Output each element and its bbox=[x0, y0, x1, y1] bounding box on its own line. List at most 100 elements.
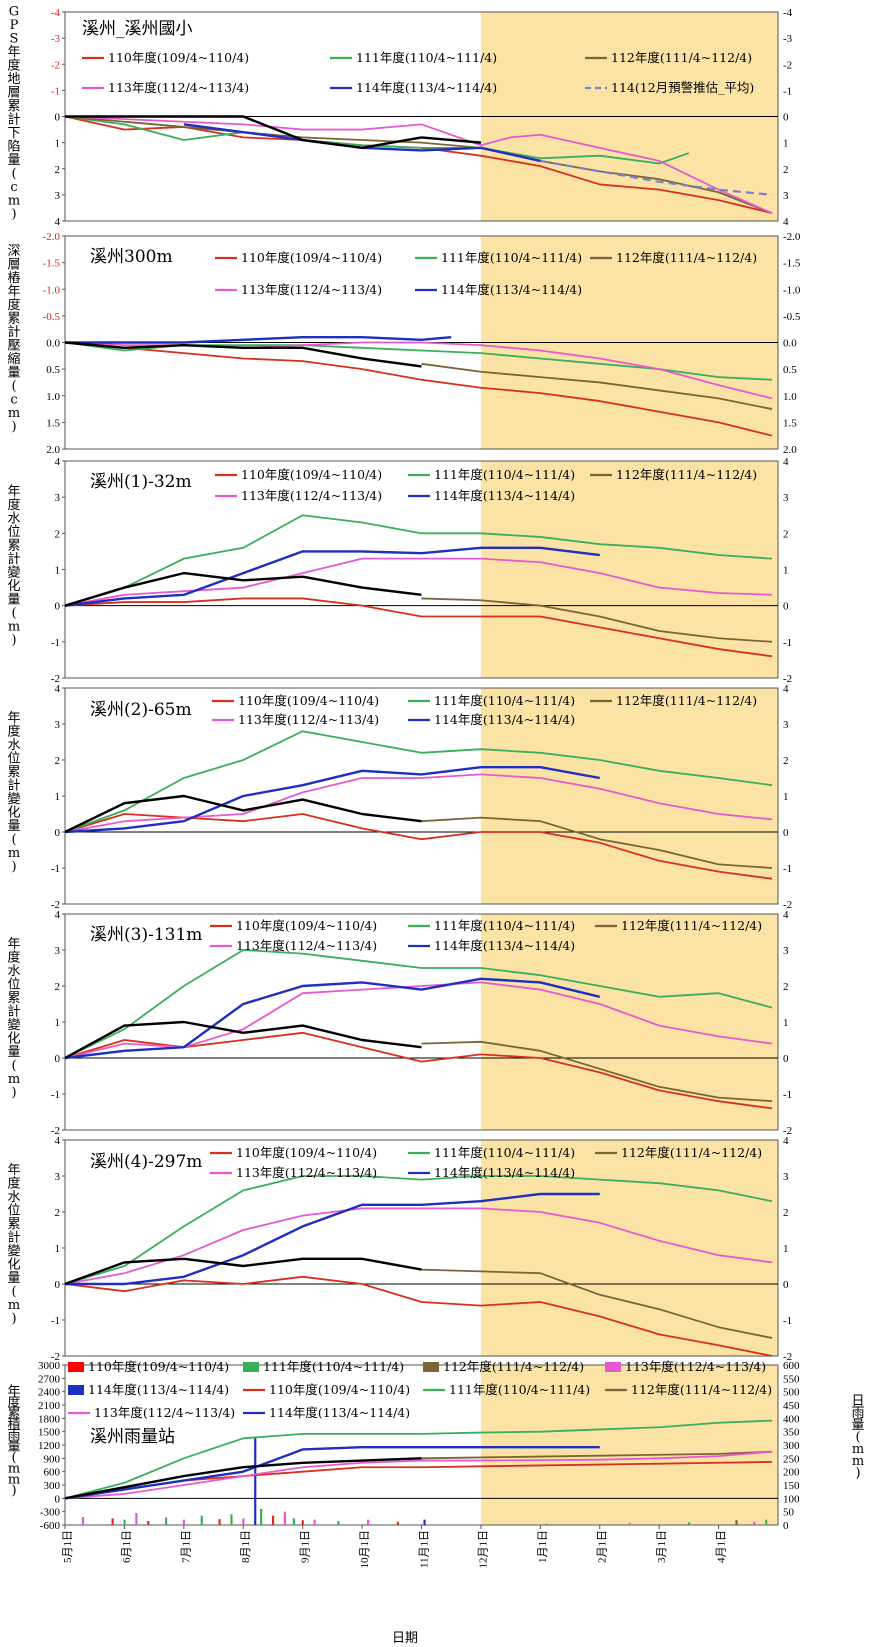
y-tick-label-right: -1 bbox=[783, 1089, 792, 1101]
y-tick-label: 1.0 bbox=[46, 391, 60, 403]
daily-rain-bar bbox=[545, 1523, 548, 1525]
legend-label: 110年度(109/4~110/4) bbox=[238, 693, 379, 708]
y-tick-label-right: 2 bbox=[783, 528, 789, 540]
y-tick-label-right: 3 bbox=[783, 1171, 789, 1183]
x-tick-label: 6月1日 bbox=[121, 1530, 133, 1563]
y-tick-label: 2100 bbox=[38, 1400, 61, 1412]
series-line-112 bbox=[421, 362, 773, 410]
daily-rain-bar bbox=[81, 1517, 85, 1525]
y-tick-label-right: 1 bbox=[783, 1017, 789, 1029]
daily-rain-bar bbox=[313, 1519, 316, 1525]
panel-5: 4 3 2 1 0 -1 -2 4 3 2 1 0 -1 -2 溪州(3)-131m 年度水位累計變化量(m)… bbox=[7, 909, 792, 1137]
y-axis-label: 年度水位累計變化量(m) bbox=[7, 937, 20, 1101]
cumulative-line-113 bbox=[64, 1450, 773, 1500]
series-line-113 bbox=[64, 1207, 773, 1285]
daily-rain-bar bbox=[254, 1437, 257, 1525]
legend-label: 111年度(110/4~111/4) bbox=[356, 50, 497, 65]
daily-rain-bar bbox=[283, 1511, 287, 1525]
daily-rain-bar bbox=[367, 1519, 370, 1525]
y-tick-label-right: 2 bbox=[783, 1207, 789, 1219]
y-tick-label-right: 4 bbox=[783, 456, 789, 468]
y-tick-label-right: 300 bbox=[783, 1440, 800, 1452]
y-tick-label: 2700 bbox=[38, 1373, 61, 1385]
forecast-band bbox=[480, 461, 778, 678]
series-line-aux bbox=[65, 115, 482, 150]
y-tick-label-right: -1 bbox=[783, 1315, 792, 1327]
y-tick-label-right: 1 bbox=[783, 791, 789, 803]
y-tick-label: 3 bbox=[55, 945, 61, 957]
legend-label: 111年度(110/4~111/4) bbox=[441, 250, 582, 265]
daily-rain-bar bbox=[337, 1521, 340, 1525]
series-line-110 bbox=[64, 597, 773, 658]
legend-label: 111年度(110/4~111/4) bbox=[263, 1359, 404, 1374]
legend-label: 113年度(112/4~113/4) bbox=[625, 1359, 766, 1374]
daily-rain-bar bbox=[165, 1517, 168, 1525]
legend-label: 110年度(109/4~110/4) bbox=[241, 250, 382, 265]
legend-label: 112年度(111/4~112/4) bbox=[631, 1382, 772, 1397]
legend-label: 110年度(109/4~110/4) bbox=[236, 1145, 377, 1160]
panel-title: 溪州雨量站 bbox=[90, 1427, 175, 1447]
daily-rain-bar bbox=[182, 1519, 186, 1525]
legend-swatch bbox=[243, 1362, 259, 1372]
series-line-112 bbox=[421, 1268, 773, 1339]
y-axis-label-right: 日雨量(m m) bbox=[851, 1394, 864, 1481]
y-tick-label-right: 150 bbox=[783, 1480, 800, 1492]
y-tick-label: -1.0 bbox=[43, 284, 61, 296]
y-tick-label: 2.0 bbox=[46, 444, 60, 456]
y-tick-label: -2 bbox=[51, 1351, 60, 1363]
legend-label: 111年度(110/4~111/4) bbox=[434, 693, 575, 708]
daily-rain-bar bbox=[423, 1519, 426, 1525]
legend-label: 110年度(109/4~110/4) bbox=[241, 467, 382, 482]
series-line-111 bbox=[64, 514, 773, 607]
y-tick-label-right: 100 bbox=[783, 1493, 800, 1505]
y-tick-label: 2 bbox=[55, 528, 61, 540]
y-axis-label: 深層樁年度累計壓縮量(c m) bbox=[7, 244, 20, 435]
legend-label: 112年度(111/4~112/4) bbox=[616, 250, 757, 265]
y-tick-label: 3 bbox=[55, 190, 61, 202]
series-line-111 bbox=[64, 730, 773, 833]
y-tick-label-right: -2 bbox=[783, 1351, 792, 1363]
y-tick-label-right: -2 bbox=[783, 673, 792, 685]
cumulative-line-112 bbox=[421, 1450, 773, 1460]
y-tick-label: -3 bbox=[51, 33, 61, 45]
y-tick-label: 1 bbox=[55, 1243, 61, 1255]
y-tick-label: -300 bbox=[40, 1507, 61, 1519]
y-tick-label: 2 bbox=[55, 981, 61, 993]
y-tick-label-right: 0.0 bbox=[783, 338, 797, 350]
y-axis-label: 年度水位累計變化量(m) bbox=[7, 484, 20, 648]
y-tick-label-right: 350 bbox=[783, 1427, 800, 1439]
y-tick-label: 1.5 bbox=[46, 417, 60, 429]
y-tick-label: 3000 bbox=[38, 1360, 61, 1372]
x-tick-label: 3月1日 bbox=[656, 1530, 668, 1563]
y-tick-label: 600 bbox=[44, 1467, 61, 1479]
legend-label: 111年度(110/4~111/4) bbox=[434, 1145, 575, 1160]
series-line-112 bbox=[421, 816, 773, 869]
daily-rain-bar bbox=[123, 1519, 126, 1525]
y-tick-label-right: 1 bbox=[783, 1243, 789, 1255]
y-tick-label-right: 1.0 bbox=[783, 391, 797, 403]
y-tick-label: 0 bbox=[55, 827, 61, 839]
legend-swatch bbox=[423, 1362, 439, 1372]
daily-rain-bar bbox=[111, 1518, 114, 1525]
x-tick-label: 1月1日 bbox=[537, 1530, 549, 1563]
y-tick-label: -1.5 bbox=[43, 258, 61, 270]
legend-swatch bbox=[68, 1362, 84, 1372]
daily-rain-bar bbox=[735, 1520, 738, 1525]
legend-label: 112年度(111/4~112/4) bbox=[616, 467, 757, 482]
series-line-112 bbox=[421, 1040, 773, 1103]
y-tick-label: 900 bbox=[44, 1453, 61, 1465]
legend-label: 114年度(113/4~114/4) bbox=[356, 80, 497, 95]
x-axis-label: 日期 bbox=[392, 1631, 418, 1646]
y-tick-label-right: 0 bbox=[783, 601, 789, 613]
legend-label: 113年度(112/4~113/4) bbox=[241, 488, 382, 503]
y-tick-label-right: 4 bbox=[783, 683, 789, 695]
legend-label: 110年度(109/4~110/4) bbox=[88, 1359, 229, 1374]
x-tick-label: 8月1日 bbox=[240, 1530, 252, 1563]
legend-label: 112年度(111/4~112/4) bbox=[621, 1145, 762, 1160]
y-tick-label: 4 bbox=[55, 216, 61, 228]
y-tick-label-right: 500 bbox=[783, 1387, 800, 1399]
panel-title: 溪州(4)-297m bbox=[90, 1152, 202, 1172]
y-tick-label: -1 bbox=[51, 1315, 60, 1327]
x-tick-label: 10月1日 bbox=[359, 1530, 371, 1569]
y-tick-label: -2.0 bbox=[43, 231, 61, 243]
